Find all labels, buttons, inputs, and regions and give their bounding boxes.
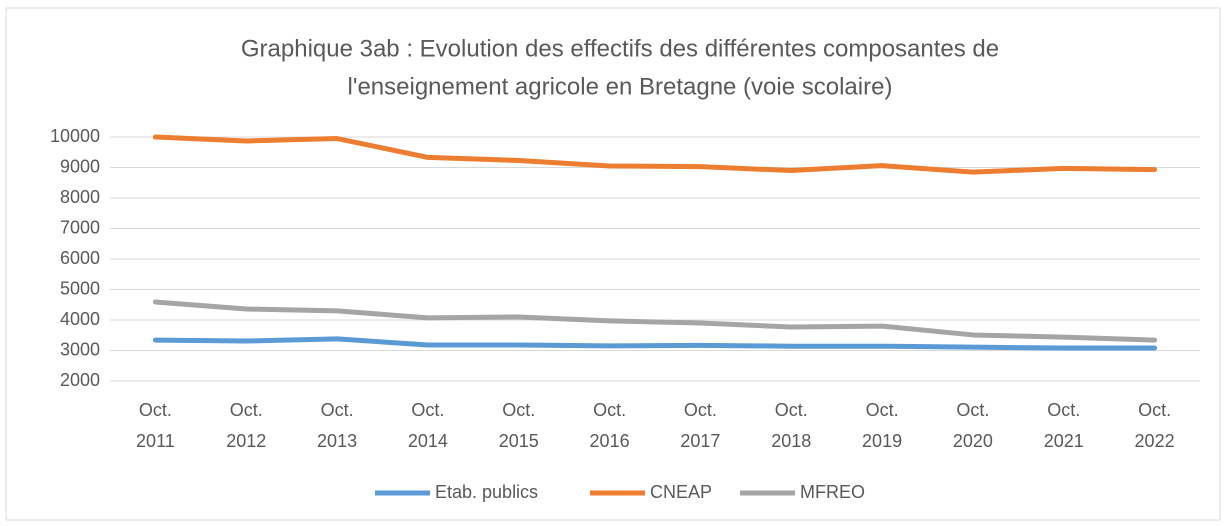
legend-label: CNEAP xyxy=(650,482,712,502)
x-tick-label: Oct. 2022 xyxy=(1135,400,1175,451)
legend-label: MFREO xyxy=(800,482,865,502)
x-tick-label: Oct. 2012 xyxy=(226,400,266,451)
x-tick-label: Oct. 2018 xyxy=(771,400,811,451)
y-tick-label: 6000 xyxy=(60,248,100,268)
x-tick-label: Oct. 2015 xyxy=(499,400,539,451)
series-line xyxy=(152,336,1158,351)
chart-title: l'enseignement agricole en Bretagne (voi… xyxy=(348,73,893,100)
y-tick-label: 10000 xyxy=(50,126,100,146)
series-line xyxy=(152,134,1158,175)
y-tick-label: 5000 xyxy=(60,278,100,298)
series-line xyxy=(152,299,1158,343)
chart-title: Graphique 3ab : Evolution des effectifs … xyxy=(241,35,999,62)
x-tick-label: Oct. 2013 xyxy=(317,400,357,451)
x-tick-label: Oct. 2019 xyxy=(862,400,902,451)
y-tick-label: 4000 xyxy=(60,309,100,329)
chart-border xyxy=(5,7,1221,521)
y-tick-label: 2000 xyxy=(60,370,100,390)
x-tick-label: Oct. 2011 xyxy=(136,400,175,451)
y-tick-label: 7000 xyxy=(60,217,100,237)
x-tick-label: Oct. 2017 xyxy=(680,400,720,451)
x-tick-label: Oct. 2021 xyxy=(1044,400,1084,451)
x-tick-label: Oct. 2020 xyxy=(953,400,993,451)
x-tick-label: Oct. 2016 xyxy=(590,400,630,451)
y-tick-label: 8000 xyxy=(60,187,100,207)
legend-label: Etab. publics xyxy=(435,482,538,502)
y-tick-label: 9000 xyxy=(60,156,100,176)
y-tick-label: 3000 xyxy=(60,339,100,359)
x-tick-label: Oct. 2014 xyxy=(408,400,448,451)
